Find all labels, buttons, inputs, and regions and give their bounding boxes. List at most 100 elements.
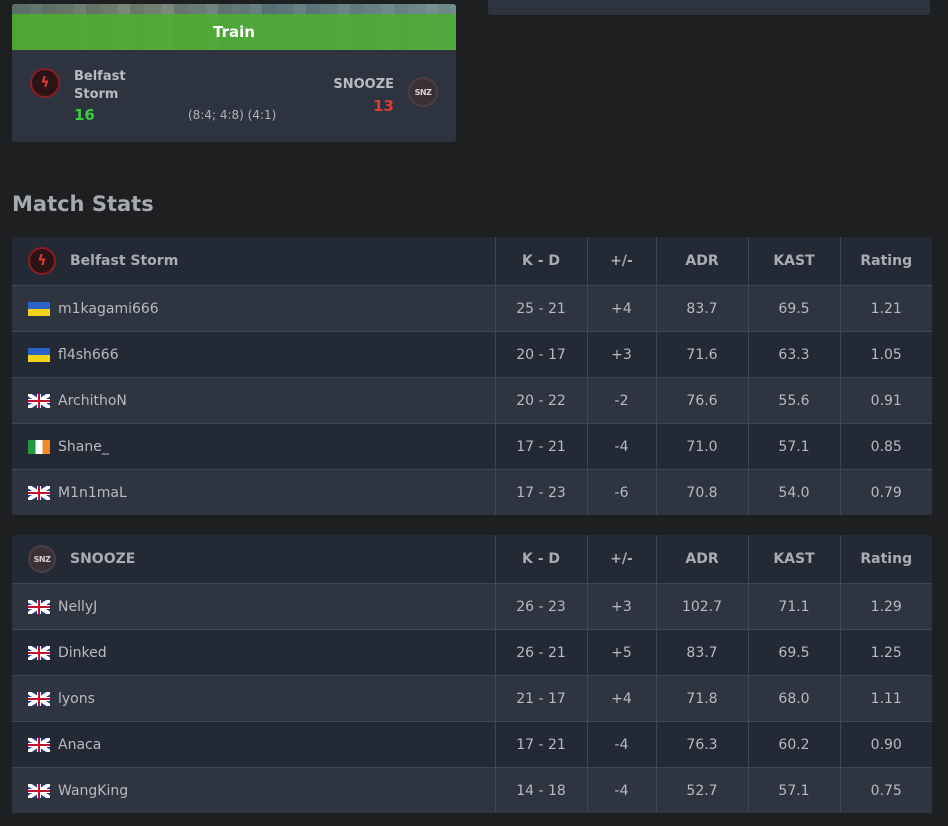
player-kast: 71.1: [747, 583, 840, 630]
player-adr: 102.7: [655, 583, 748, 630]
team-header-name: Belfast Storm: [70, 253, 179, 269]
uk-flag-icon: [28, 691, 50, 706]
team1-name: Belfast Storm: [74, 69, 126, 102]
player-kd: 26 - 23: [494, 583, 587, 630]
table-row[interactable]: ArchithoN 20 - 22 -2 76.6 55.6 0.91: [12, 377, 932, 424]
table-row[interactable]: Dinked 26 - 21 +5 83.7 69.5 1.25: [12, 629, 932, 676]
uk-flag-icon: [28, 783, 50, 798]
player-name[interactable]: m1kagami666: [58, 300, 159, 317]
player-adr: 71.8: [655, 675, 748, 722]
map-result-card[interactable]: Train ϟ Belfast Storm 16 (8:4; 4:8) (4:1…: [12, 4, 456, 142]
team1-stats-table: ϟ Belfast Storm K - D +/- ADR KAST Ratin…: [12, 237, 932, 515]
uk-flag-icon: [28, 485, 50, 500]
player-kast: 55.6: [747, 377, 840, 424]
table-row[interactable]: lyons 21 - 17 +4 71.8 68.0 1.11: [12, 675, 932, 722]
team1-score: 16: [74, 106, 95, 124]
player-kast: 63.3: [747, 331, 840, 378]
player-kd: 21 - 17: [494, 675, 587, 722]
halves-score: (8:4; 4:8) (4:1): [188, 108, 277, 122]
column-header-adr: ADR: [655, 535, 748, 584]
player-rating: 1.05: [839, 331, 932, 378]
player-kast: 60.2: [747, 721, 840, 768]
player-diff: +3: [586, 583, 656, 630]
team-header-cell: SNZ SNOOZE: [12, 535, 495, 584]
player-name[interactable]: WangKing: [58, 782, 129, 799]
ireland-flag-icon: [28, 439, 50, 454]
player-diff: +3: [586, 331, 656, 378]
ukraine-flag-icon: [28, 347, 50, 362]
player-adr: 52.7: [655, 767, 748, 813]
belfast-storm-logo-icon: ϟ: [30, 68, 60, 98]
table-row[interactable]: fl4sh666 20 - 17 +3 71.6 63.3 1.05: [12, 331, 932, 378]
player-kast: 57.1: [747, 767, 840, 813]
table-row[interactable]: WangKing 14 - 18 -4 52.7 57.1 0.75: [12, 767, 932, 813]
player-name[interactable]: Shane_: [58, 438, 109, 455]
column-header-kast: KAST: [747, 535, 840, 584]
uk-flag-icon: [28, 599, 50, 614]
player-rating: 1.25: [839, 629, 932, 676]
adjacent-card: [488, 0, 930, 15]
player-adr: 76.3: [655, 721, 748, 768]
team2-score: 13: [373, 97, 394, 115]
column-header-kast: KAST: [747, 237, 840, 286]
player-name[interactable]: ArchithoN: [58, 392, 127, 409]
player-rating: 1.29: [839, 583, 932, 630]
player-name[interactable]: lyons: [58, 690, 95, 707]
player-rating: 0.79: [839, 469, 932, 515]
table-row[interactable]: Shane_ 17 - 21 -4 71.0 57.1 0.85: [12, 423, 932, 470]
snooze-logo-icon: SNZ: [28, 545, 56, 573]
player-rating: 0.75: [839, 767, 932, 813]
column-header-rating: Rating: [839, 237, 932, 286]
player-diff: -4: [586, 423, 656, 470]
section-title: Match Stats: [12, 192, 154, 216]
player-diff: +4: [586, 675, 656, 722]
column-header-diff: +/-: [586, 237, 656, 286]
player-adr: 71.0: [655, 423, 748, 470]
team-header-name: SNOOZE: [70, 551, 136, 567]
table-row[interactable]: m1kagami666 25 - 21 +4 83.7 69.5 1.21: [12, 285, 932, 332]
snooze-logo-icon: SNZ: [408, 77, 438, 107]
player-rating: 1.21: [839, 285, 932, 332]
player-kd: 17 - 23: [494, 469, 587, 515]
player-kast: 69.5: [747, 285, 840, 332]
team2-name: SNOOZE: [333, 77, 394, 92]
player-rating: 0.90: [839, 721, 932, 768]
player-kd: 25 - 21: [494, 285, 587, 332]
player-diff: +5: [586, 629, 656, 676]
uk-flag-icon: [28, 393, 50, 408]
player-kd: 17 - 21: [494, 721, 587, 768]
player-rating: 0.91: [839, 377, 932, 424]
player-kast: 68.0: [747, 675, 840, 722]
player-kast: 54.0: [747, 469, 840, 515]
player-name[interactable]: NellyJ: [58, 598, 98, 615]
player-kast: 69.5: [747, 629, 840, 676]
player-kd: 14 - 18: [494, 767, 587, 813]
player-adr: 71.6: [655, 331, 748, 378]
player-kast: 57.1: [747, 423, 840, 470]
player-name[interactable]: fl4sh666: [58, 346, 119, 363]
column-header-diff: +/-: [586, 535, 656, 584]
table-header-row: ϟ Belfast Storm K - D +/- ADR KAST Ratin…: [12, 237, 932, 286]
player-name[interactable]: M1n1maL: [58, 484, 127, 501]
map-name: Train: [213, 23, 255, 41]
player-name[interactable]: Dinked: [58, 644, 107, 661]
table-row[interactable]: M1n1maL 17 - 23 -6 70.8 54.0 0.79: [12, 469, 932, 515]
table-row[interactable]: Anaca 17 - 21 -4 76.3 60.2 0.90: [12, 721, 932, 768]
team-header-cell: ϟ Belfast Storm: [12, 237, 495, 286]
player-kd: 20 - 22: [494, 377, 587, 424]
table-header-row: SNZ SNOOZE K - D +/- ADR KAST Rating: [12, 535, 932, 584]
uk-flag-icon: [28, 737, 50, 752]
player-name[interactable]: Anaca: [58, 736, 102, 753]
column-header-kd: K - D: [494, 237, 587, 286]
player-diff: -2: [586, 377, 656, 424]
player-adr: 83.7: [655, 285, 748, 332]
table-row[interactable]: NellyJ 26 - 23 +3 102.7 71.1 1.29: [12, 583, 932, 630]
column-header-kd: K - D: [494, 535, 587, 584]
column-header-rating: Rating: [839, 535, 932, 584]
belfast-storm-logo-icon: ϟ: [28, 247, 56, 275]
player-diff: -6: [586, 469, 656, 515]
player-kd: 26 - 21: [494, 629, 587, 676]
player-rating: 0.85: [839, 423, 932, 470]
player-rating: 1.11: [839, 675, 932, 722]
player-adr: 76.6: [655, 377, 748, 424]
